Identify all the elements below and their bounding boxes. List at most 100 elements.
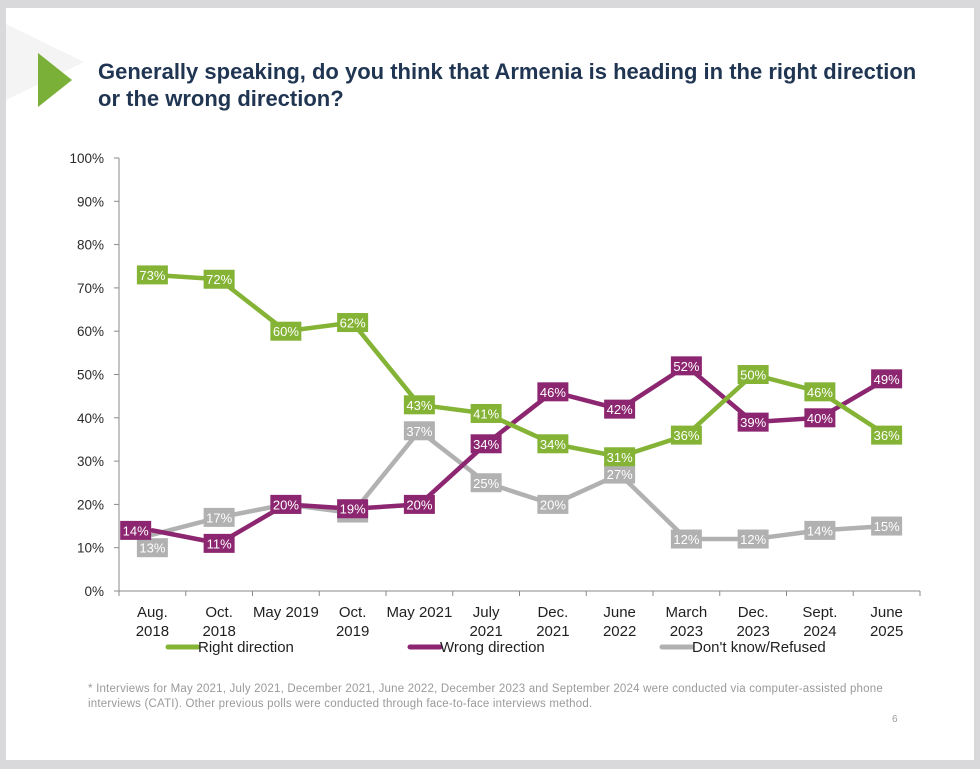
x-tick-label: July: [473, 604, 500, 621]
data-label: 40%: [807, 411, 833, 426]
x-tick-label: Dec.: [738, 604, 769, 621]
x-tick-label: 2023: [670, 623, 703, 640]
x-tick-label: Aug.: [137, 604, 168, 621]
x-tick-label: June: [870, 604, 903, 621]
series-line-right-direction: [150, 272, 889, 460]
data-label-box: [136, 538, 168, 558]
data-label: 41%: [473, 406, 499, 421]
data-label-box: [871, 425, 903, 445]
data-label-box: [403, 494, 435, 514]
x-tick-label: 2025: [870, 623, 903, 640]
data-label-box: [670, 356, 702, 376]
data-label-box: [804, 382, 836, 402]
legend-label: Don't know/Refused: [692, 639, 826, 656]
data-label-box: [270, 321, 302, 341]
data-label-box: [403, 421, 435, 441]
data-label-box: [470, 434, 502, 454]
y-tick-label: 100%: [69, 151, 104, 166]
data-label: 15%: [874, 519, 900, 534]
data-label-box: [270, 494, 302, 514]
x-tick-label: 2019: [336, 623, 369, 640]
data-label-box: [203, 507, 235, 527]
data-label-box: [804, 520, 836, 540]
data-label-box: [203, 269, 235, 289]
y-tick-label: 40%: [77, 411, 104, 426]
data-label-box: [537, 434, 569, 454]
data-label-box: [537, 494, 569, 514]
slide-title: Generally speaking, do you think that Ar…: [98, 59, 917, 111]
data-label: 14%: [123, 523, 149, 538]
data-label: 37%: [406, 424, 432, 439]
x-tick-label: 2021: [469, 623, 502, 640]
y-tick-label: 60%: [77, 324, 104, 339]
data-label-box: [403, 395, 435, 415]
series-line-don-t-know-refused: [150, 428, 889, 542]
data-label-box: [470, 403, 502, 423]
series-line-wrong-direction: [150, 363, 889, 546]
y-tick-label: 50%: [77, 368, 104, 383]
x-tick-label: Sept.: [802, 604, 837, 621]
data-label: 60%: [273, 324, 299, 339]
data-label: 14%: [807, 523, 833, 538]
x-tick-label: 2022: [603, 623, 636, 640]
x-tick-label: 2018: [136, 623, 169, 640]
x-tick-label: March: [666, 604, 708, 621]
data-label: 46%: [540, 385, 566, 400]
x-tick-label: Oct.: [205, 604, 233, 621]
x-tick-label: Oct.: [339, 604, 367, 621]
data-label: 50%: [740, 368, 766, 383]
x-tick-label: 2024: [803, 623, 836, 640]
y-tick-label: 20%: [77, 497, 104, 512]
data-label-box: [470, 473, 502, 493]
data-label: 12%: [673, 532, 699, 547]
y-tick-label: 90%: [77, 194, 104, 209]
data-label-box: [670, 425, 702, 445]
data-label-box: [337, 313, 369, 333]
data-label-box: [737, 412, 769, 432]
data-label: 42%: [607, 402, 633, 417]
data-label: 34%: [540, 437, 566, 452]
data-label: 49%: [874, 372, 900, 387]
data-label: 62%: [340, 316, 366, 331]
x-tick-label: 2021: [536, 623, 569, 640]
data-label-box: [203, 533, 235, 553]
data-label-box: [737, 529, 769, 549]
footnote: * Interviews for May 2021, July 2021, De…: [88, 683, 883, 710]
x-tick-label: Dec.: [537, 604, 568, 621]
data-label: 34%: [473, 437, 499, 452]
data-label-box: [604, 399, 636, 419]
y-tick-label: 80%: [77, 238, 104, 253]
x-tick-label: 2018: [202, 623, 235, 640]
data-label: 11%: [207, 536, 232, 551]
y-tick-label: 30%: [77, 454, 104, 469]
data-label: 19%: [340, 502, 366, 517]
legend-label: Right direction: [198, 639, 294, 656]
y-tick-label: 0%: [84, 584, 104, 599]
data-label-box: [120, 520, 152, 540]
title-arrow-icon: [38, 53, 72, 107]
data-label-box: [604, 447, 636, 467]
data-label: 73%: [139, 268, 165, 283]
data-label: 31%: [607, 450, 633, 465]
x-tick-label: May 2021: [386, 604, 452, 621]
y-tick-label: 70%: [77, 281, 104, 296]
data-label-box: [737, 365, 769, 384]
data-label: 27%: [607, 467, 633, 482]
data-label-box: [337, 499, 369, 519]
data-label: 52%: [673, 359, 699, 374]
data-label: 20%: [273, 497, 299, 512]
data-label: 72%: [206, 272, 232, 287]
data-label: 36%: [673, 428, 699, 443]
data-label-box: [537, 382, 569, 402]
x-tick-label: June: [603, 604, 636, 621]
data-label: 20%: [406, 497, 432, 512]
page-number: 6: [892, 714, 898, 725]
data-label-box: [804, 408, 836, 428]
data-label: 17%: [206, 510, 232, 525]
data-label: 43%: [406, 398, 432, 413]
x-tick-label: 2023: [736, 623, 769, 640]
data-label-box: [604, 464, 636, 484]
data-label-box: [670, 529, 702, 549]
data-label: 39%: [740, 415, 766, 430]
